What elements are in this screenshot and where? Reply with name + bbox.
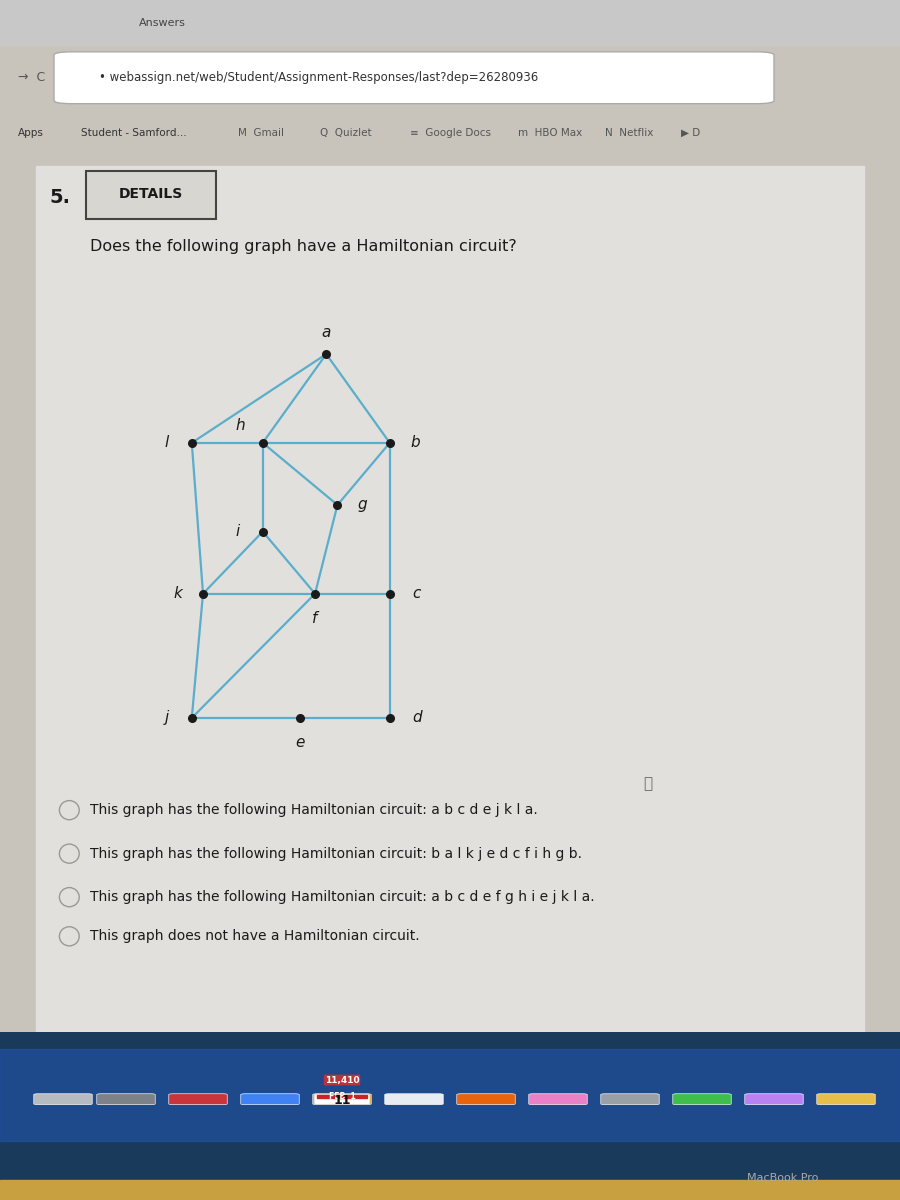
FancyBboxPatch shape [817, 1093, 875, 1105]
Text: M  Gmail: M Gmail [238, 128, 284, 138]
Text: h: h [236, 418, 245, 433]
Text: l: l [165, 436, 168, 450]
Text: Apps: Apps [18, 128, 44, 138]
FancyBboxPatch shape [385, 1093, 443, 1105]
Text: c: c [412, 586, 421, 601]
Text: • webassign.net/web/Student/Assignment-Responses/last?dep=26280936: • webassign.net/web/Student/Assignment-R… [99, 71, 538, 84]
FancyBboxPatch shape [745, 1093, 804, 1105]
FancyBboxPatch shape [529, 1093, 588, 1105]
FancyBboxPatch shape [314, 1094, 370, 1104]
FancyBboxPatch shape [86, 170, 216, 218]
FancyBboxPatch shape [673, 1093, 731, 1105]
Text: This graph does not have a Hamiltonian circuit.: This graph does not have a Hamiltonian c… [90, 929, 419, 943]
Text: ≡  Google Docs: ≡ Google Docs [410, 128, 490, 138]
Text: k: k [174, 586, 182, 601]
Text: DETAILS: DETAILS [119, 187, 184, 202]
Bar [0, 1180, 900, 1200]
Text: a: a [321, 325, 331, 340]
Text: Does the following graph have a Hamiltonian circuit?: Does the following graph have a Hamilton… [90, 239, 517, 253]
Text: e: e [295, 734, 305, 750]
FancyBboxPatch shape [169, 1093, 227, 1105]
Text: MacBook Pro: MacBook Pro [747, 1174, 819, 1183]
FancyBboxPatch shape [34, 1093, 92, 1105]
Text: →  C: → C [18, 71, 45, 84]
Text: 11: 11 [333, 1093, 351, 1106]
Text: g: g [358, 498, 367, 512]
FancyBboxPatch shape [313, 1093, 371, 1105]
Bar [317, 1094, 367, 1098]
Text: Answers: Answers [139, 18, 185, 28]
Text: 5.: 5. [50, 188, 70, 208]
Bar [0, 1049, 900, 1141]
Text: j: j [165, 710, 168, 726]
FancyBboxPatch shape [97, 1093, 155, 1105]
Text: Student - Samford...: Student - Samford... [81, 128, 186, 138]
Text: b: b [410, 436, 419, 450]
Text: This graph has the following Hamiltonian circuit: a b c d e f g h i e j k l a.: This graph has the following Hamiltonian… [90, 890, 595, 904]
Text: m  HBO Max: m HBO Max [518, 128, 581, 138]
Text: Q  Quizlet: Q Quizlet [320, 128, 371, 138]
Text: 11,410: 11,410 [325, 1075, 359, 1085]
Text: N  Netflix: N Netflix [605, 128, 653, 138]
Text: f: f [312, 611, 318, 625]
Text: This graph has the following Hamiltonian circuit: a b c d e j k l a.: This graph has the following Hamiltonian… [90, 803, 538, 817]
Text: i: i [236, 524, 239, 539]
FancyBboxPatch shape [54, 52, 774, 103]
Text: FEB  1: FEB 1 [328, 1092, 356, 1100]
Text: This graph has the following Hamiltonian circuit: b a l k j e d c f i h g b.: This graph has the following Hamiltonian… [90, 847, 582, 860]
FancyBboxPatch shape [601, 1093, 659, 1105]
Text: ⓘ: ⓘ [644, 776, 652, 792]
Bar [0, 0, 900, 46]
Text: ▶ D: ▶ D [681, 128, 700, 138]
Text: d: d [412, 710, 421, 726]
FancyBboxPatch shape [457, 1093, 515, 1105]
FancyBboxPatch shape [240, 1093, 299, 1105]
